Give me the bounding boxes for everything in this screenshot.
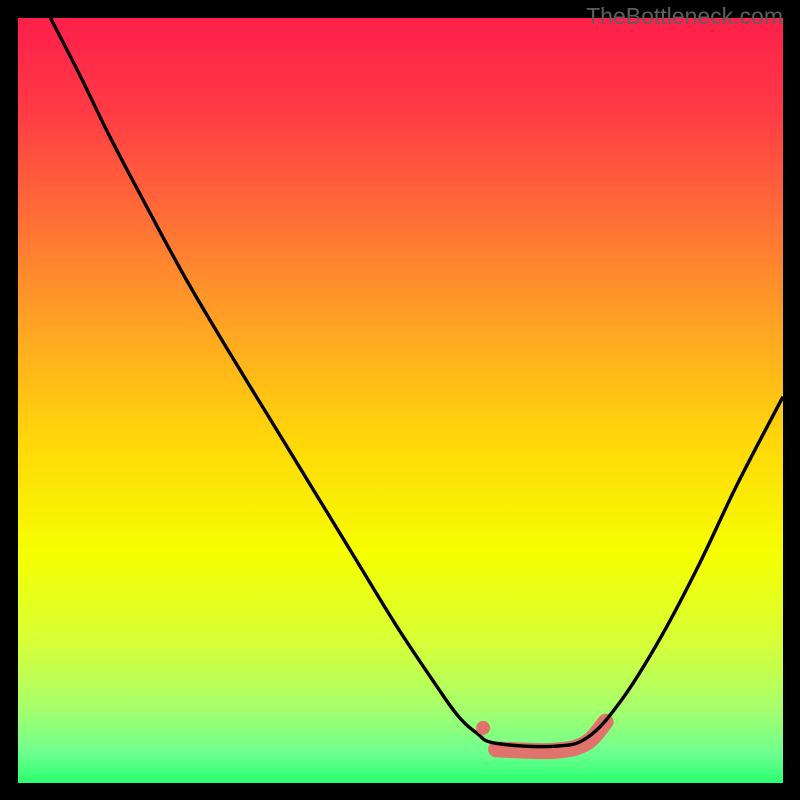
gradient-background	[18, 18, 783, 783]
watermark-text: TheBottleneck.com	[586, 3, 783, 30]
chart-svg	[18, 18, 783, 783]
plot-area	[18, 18, 783, 783]
marker-dot	[476, 721, 490, 735]
chart-container: TheBottleneck.com	[0, 0, 800, 800]
